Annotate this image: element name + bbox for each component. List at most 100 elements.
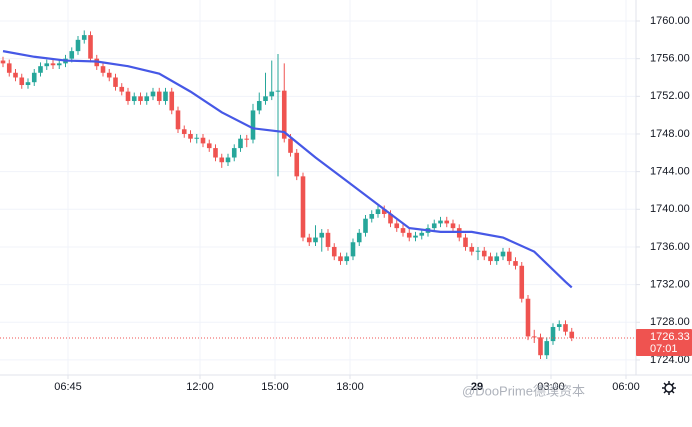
y-tick-label: 1752.00 — [650, 90, 690, 102]
candle-body — [513, 261, 518, 266]
candle-body — [194, 137, 200, 139]
candle-body — [413, 235, 418, 238]
candle-body — [331, 246, 337, 257]
y-tick-label: 1744.00 — [650, 166, 690, 178]
candle-body — [69, 51, 75, 59]
candle-body — [44, 63, 50, 67]
candle-body — [56, 63, 62, 66]
candle-body — [463, 237, 468, 247]
candle-body — [394, 223, 400, 229]
candle-body — [356, 232, 362, 243]
candle-body — [188, 133, 193, 139]
candle-body — [569, 331, 575, 338]
candle-body — [13, 72, 18, 78]
candle-body — [338, 256, 343, 262]
candle-body — [119, 86, 125, 92]
candle-body — [363, 218, 368, 233]
candle-body — [531, 336, 537, 338]
candle-body — [525, 298, 531, 337]
candle-body — [144, 96, 150, 102]
candle-body — [169, 91, 175, 111]
candle-body — [100, 66, 106, 73]
x-tick-label: 03:00 — [537, 381, 565, 393]
x-tick-label: 15:00 — [261, 381, 289, 393]
moving-average-line — [2, 50, 573, 289]
candle-body — [75, 39, 81, 52]
candle-body — [500, 251, 506, 257]
candle-body — [475, 250, 481, 252]
candle-body — [294, 152, 300, 177]
candle-body — [200, 137, 206, 144]
marks-layer — [0, 30, 636, 359]
y-tick-label: 1724.00 — [650, 354, 690, 366]
candle-body — [381, 209, 387, 215]
x-tick-label: 29 — [471, 381, 483, 393]
candle-body — [369, 214, 375, 219]
candle-body — [25, 82, 31, 86]
candle-body — [138, 96, 143, 102]
candle-body — [206, 143, 212, 149]
candle-body — [275, 90, 281, 92]
candle-body — [150, 91, 156, 97]
candle-body — [388, 214, 393, 224]
candle-body — [156, 91, 162, 102]
x-tick-label: 12:00 — [186, 381, 214, 393]
candle-body — [50, 63, 56, 66]
candle-body — [213, 148, 218, 158]
candle-body — [556, 324, 562, 327]
candle-body — [81, 35, 87, 40]
candle-body — [319, 232, 325, 238]
candle-body — [31, 72, 37, 83]
candle-body — [400, 228, 406, 233]
candle-body — [106, 72, 112, 78]
x-tick-label: 06:00 — [612, 381, 640, 393]
candle-body — [350, 242, 356, 257]
candle-body — [300, 176, 306, 238]
candle-body — [538, 337, 543, 356]
candle-body — [163, 91, 168, 102]
candle-body — [288, 138, 293, 153]
candle-body — [19, 77, 25, 86]
candle-body — [131, 96, 137, 102]
y-tick-label: 1732.00 — [650, 279, 690, 291]
candle-body — [481, 250, 487, 257]
candle-body — [444, 220, 450, 224]
candle-body — [263, 96, 268, 102]
x-tick-label: 18:00 — [336, 381, 364, 393]
y-tick-label: 1760.00 — [650, 15, 690, 27]
candle-body — [419, 232, 425, 236]
candle-body — [325, 232, 331, 247]
settings-icon[interactable] — [662, 381, 676, 395]
candle-body — [175, 110, 181, 130]
candle-body — [244, 138, 250, 140]
candle-body — [431, 223, 437, 229]
grid-layer — [0, 0, 636, 375]
candle-body — [438, 220, 443, 224]
watermark: @DooPrime德璞资本 — [462, 383, 585, 398]
countdown-label: 07:01 — [650, 343, 678, 355]
candle-body — [544, 341, 550, 356]
candle-body — [344, 256, 350, 262]
candle-body — [238, 138, 243, 149]
y-tick-label: 1748.00 — [650, 128, 690, 140]
candle-body — [375, 209, 381, 215]
x-tick-label: 06:45 — [54, 381, 82, 393]
y-tick-label: 1740.00 — [650, 203, 690, 215]
candle-body — [313, 237, 318, 243]
candle-body — [125, 91, 131, 102]
candle-body — [306, 237, 312, 243]
candle-body — [6, 63, 12, 73]
y-tick-label: 1756.00 — [650, 53, 690, 65]
candle-body — [469, 246, 475, 252]
candle-body — [256, 101, 262, 111]
candle-body — [519, 265, 525, 299]
last-price-box — [636, 328, 692, 356]
last-price-label: 1726.33 — [650, 331, 690, 343]
candle-body — [550, 326, 556, 342]
candle-body — [0, 60, 6, 64]
candle-body — [38, 66, 43, 73]
candle-body — [225, 157, 231, 163]
